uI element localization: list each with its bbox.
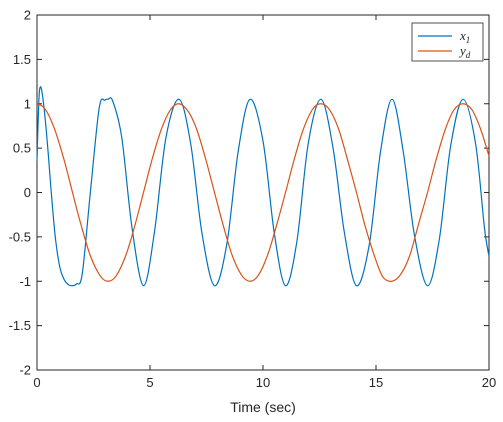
x-tick-label: 0	[33, 375, 40, 390]
x-tick-label: 20	[482, 375, 496, 390]
series-lines	[36, 86, 490, 287]
legend-label-name: x	[459, 28, 466, 43]
y-tick-label: 0.5	[13, 141, 31, 156]
y-tick-label: 2	[24, 8, 31, 23]
y-tick-label: -1.5	[9, 318, 31, 333]
y-tick-label: -0.5	[9, 229, 31, 244]
x-tick-label: 5	[146, 375, 153, 390]
legend-label-subscript: d	[466, 50, 471, 60]
series-line-x1	[36, 86, 490, 287]
x-tick-label: 10	[256, 375, 270, 390]
y-tick-label: -1	[19, 274, 31, 289]
y-tick-label: 1.5	[13, 52, 31, 67]
legend-label: yd	[458, 43, 471, 60]
legend-box	[411, 22, 484, 62]
legend-label-name: y	[458, 43, 466, 58]
legend-label-subscript: 1	[466, 35, 471, 45]
y-tick-label: 1	[24, 96, 31, 111]
y-tick-label: -2	[19, 363, 31, 378]
y-tick-label: 0	[24, 185, 31, 200]
x-tick-label: 15	[369, 375, 383, 390]
axis-tick-labels: 0 5 10 15 20 -2 -1.5 -1 -0.5 0 0.5 1 1.5 2	[9, 8, 497, 391]
axis-ticks	[36, 14, 490, 371]
x-axis-label: Time (sec)	[230, 399, 296, 415]
legend-label: x1	[459, 28, 470, 45]
series-line-yd	[36, 103, 490, 282]
plot-area	[36, 14, 490, 371]
